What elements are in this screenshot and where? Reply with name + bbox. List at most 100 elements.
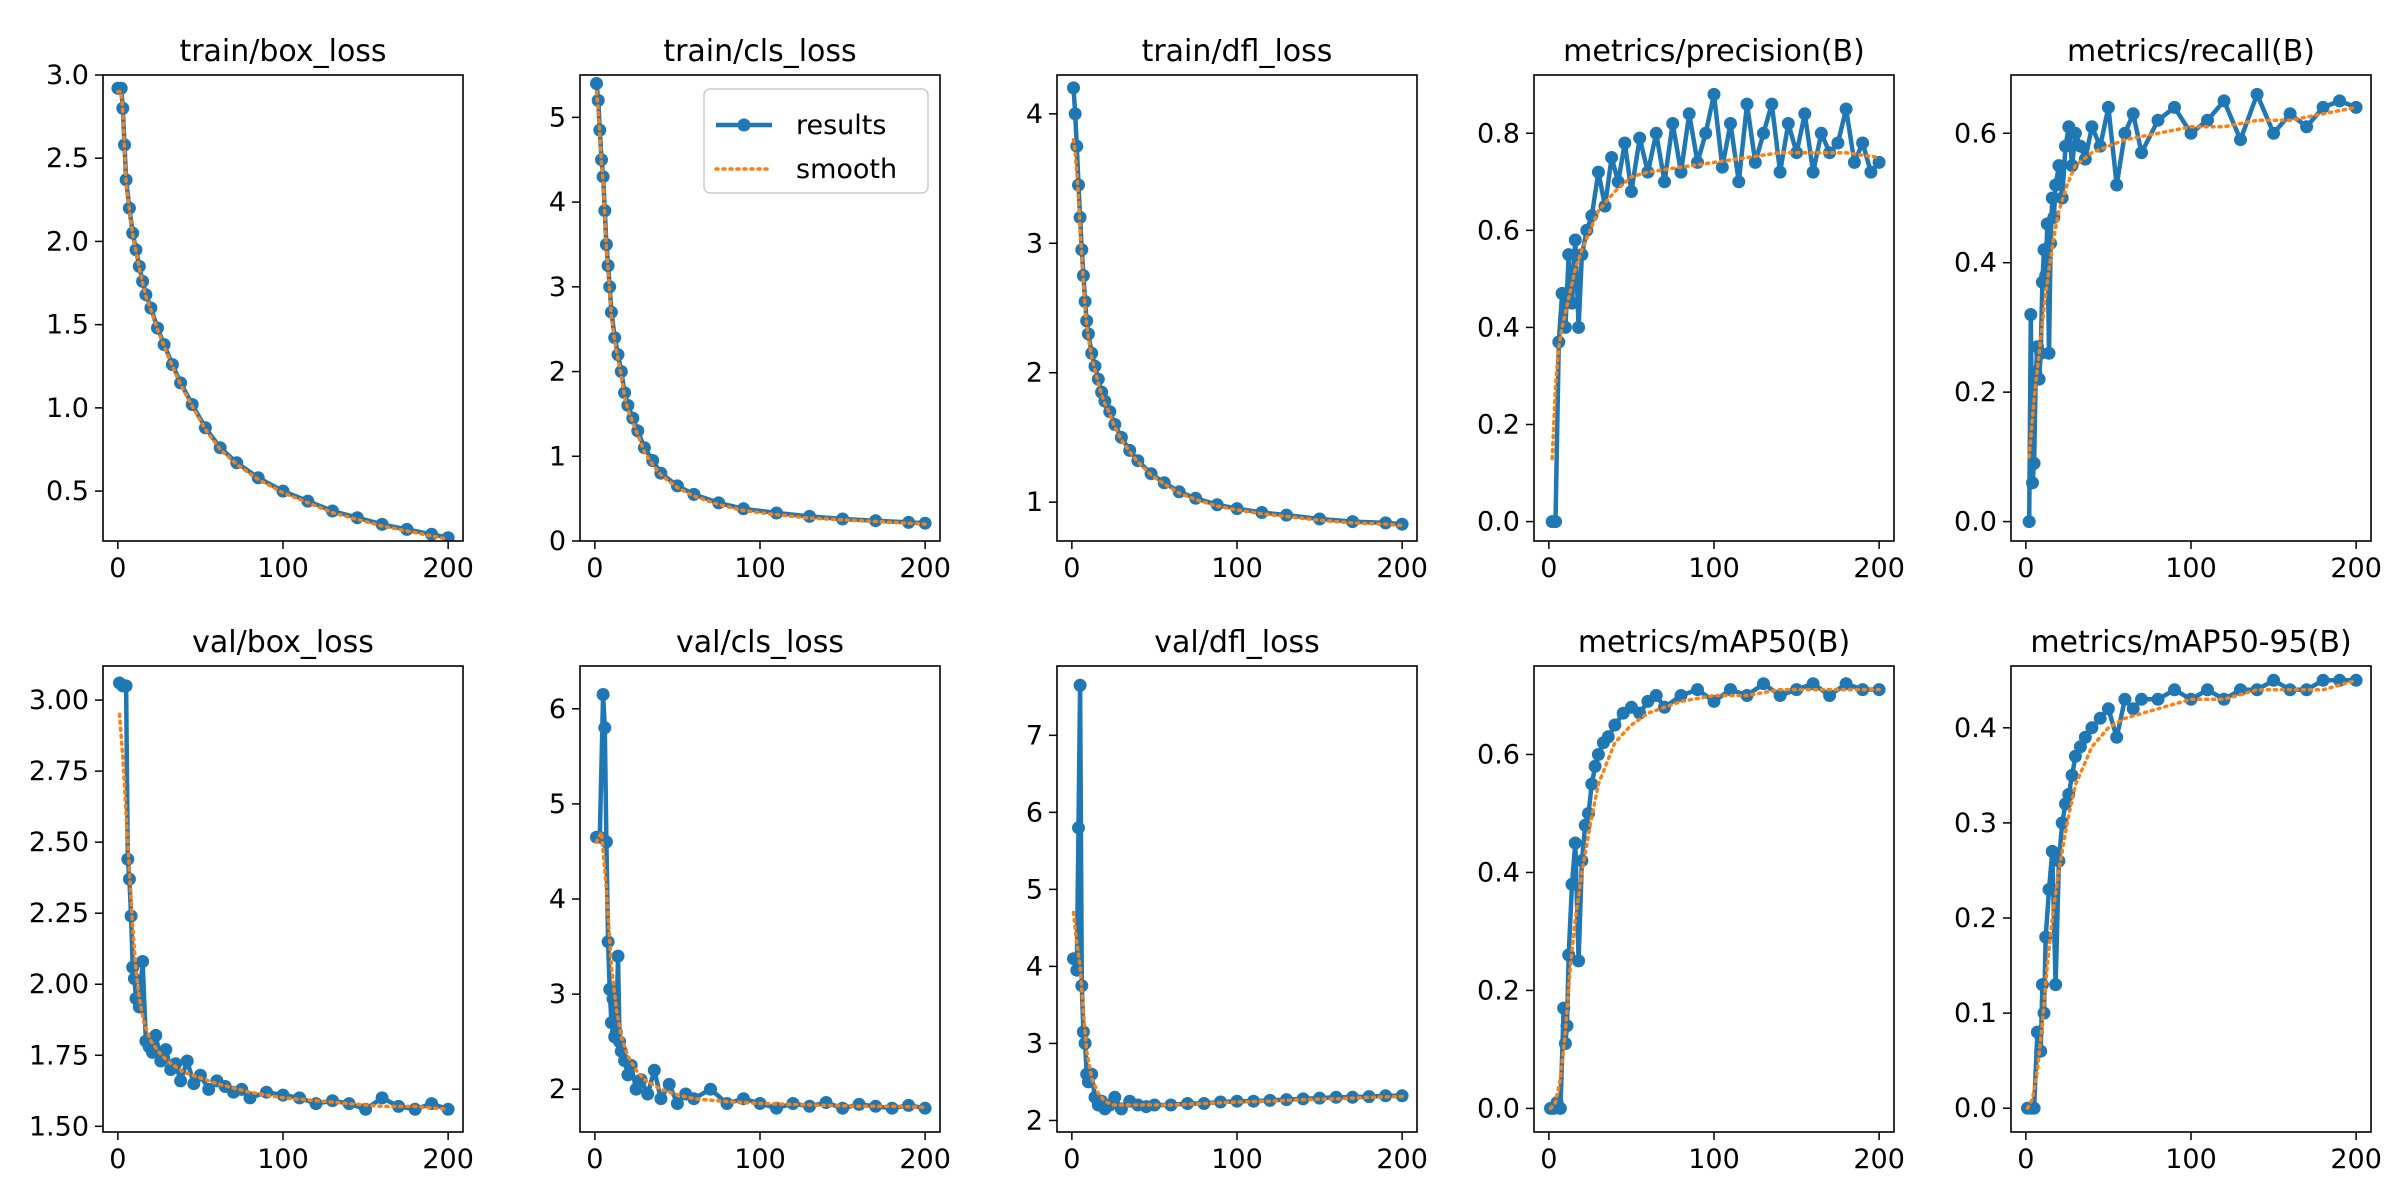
results-point <box>2042 883 2056 896</box>
results-point <box>611 348 625 362</box>
legend: results smooth <box>703 88 929 194</box>
panel-title: metrics/mAP50-95(B) <box>2030 625 2351 660</box>
results-point <box>1131 454 1145 468</box>
results-point <box>634 1073 648 1087</box>
results-point <box>193 1068 207 1082</box>
x-tick-label: 200 <box>422 553 474 584</box>
results-point <box>1748 155 1762 169</box>
series-results-line <box>596 692 926 1111</box>
results-point <box>2118 126 2132 140</box>
results-point <box>662 1077 676 1091</box>
results-point <box>1067 81 1080 95</box>
results-point <box>2201 683 2214 697</box>
results-point <box>1691 683 1704 697</box>
results-point <box>1831 136 1845 150</box>
x-tick-label: 100 <box>734 1144 786 1175</box>
results-point <box>2283 107 2297 121</box>
x-tick-label: 100 <box>2165 553 2217 584</box>
results-point <box>2059 139 2072 153</box>
x-tick-label: 100 <box>2165 1144 2217 1175</box>
y-tick-label: 6 <box>1026 797 1043 828</box>
panel-metrics-map50-95-b: metrics/mAP50-95(B) 0 100 200 0.0 0.1 0.2 0.3 0.… <box>1954 625 2382 1175</box>
results-point <box>1839 677 1853 691</box>
y-tick-label: 5 <box>549 102 566 133</box>
results-point <box>1072 178 1085 192</box>
series-smooth-line <box>116 89 450 541</box>
results-point <box>1362 1090 1376 1104</box>
results-point <box>1618 136 1632 150</box>
results-point <box>1781 117 1795 130</box>
results-point <box>342 1097 356 1111</box>
y-tick-label: 3.00 <box>29 685 89 716</box>
results-point <box>2030 1025 2044 1039</box>
results-point <box>2085 721 2099 735</box>
plot-area <box>1067 81 1409 531</box>
results-point <box>1553 1101 1567 1115</box>
y-tick-label: 2 <box>1026 358 1043 389</box>
results-point <box>1068 107 1082 121</box>
results-point <box>670 1097 684 1110</box>
results-point <box>1715 160 1729 174</box>
series-smooth-line <box>594 90 927 526</box>
panel-metrics-map50-b: metrics/mAP50(B) 0 100 200 0.0 0.2 0.4 0.6 <box>1477 625 1905 1175</box>
y-tick-label: 1 <box>549 441 566 472</box>
y-tick-label: 0.0 <box>1954 507 1997 538</box>
results-point <box>1649 126 1663 140</box>
results-point <box>202 1082 216 1096</box>
x-tick-label: 100 <box>734 553 786 584</box>
x-tick-label: 100 <box>1688 553 1740 584</box>
results-point <box>1658 175 1671 189</box>
x-tick-label: 200 <box>2330 553 2382 584</box>
results-point <box>2110 730 2124 744</box>
panel-train-dfl-loss: train/dfl_loss 0 100 200 1 2 3 4 <box>1026 34 1428 584</box>
results-point <box>641 1087 655 1101</box>
y-tick-label: 0.8 <box>1477 118 1520 149</box>
plot-area <box>1545 87 1886 529</box>
results-point <box>2110 178 2124 192</box>
y-tick-label: 3 <box>549 979 566 1010</box>
results-point <box>1181 1097 1194 1110</box>
x-tick-label: 0 <box>109 553 126 584</box>
x-tick-label: 0 <box>109 1144 126 1175</box>
y-tick-label: 1.75 <box>29 1040 89 1071</box>
results-point <box>2151 692 2165 706</box>
results-point <box>2267 126 2281 140</box>
results-point <box>2316 673 2330 687</box>
x-tick-label: 200 <box>1376 553 1428 584</box>
results-point <box>704 1082 717 1096</box>
results-point <box>1633 131 1647 145</box>
results-point <box>1740 97 1754 111</box>
results-point <box>1649 689 1663 702</box>
x-tick-label: 0 <box>1063 553 1080 584</box>
results-point <box>1549 515 1562 529</box>
y-tick-label: 0.4 <box>1477 312 1520 343</box>
y-tick-label: 0.0 <box>1954 1093 1997 1124</box>
y-tick-label: 2.25 <box>29 898 89 929</box>
results-point <box>2217 94 2231 108</box>
x-tick-label: 100 <box>1211 1144 1263 1175</box>
results-point <box>1598 199 1612 213</box>
series-smooth-line <box>1550 150 1881 461</box>
y-tick-label: 4 <box>549 884 566 915</box>
results-point <box>119 679 133 693</box>
axes-frame <box>1533 665 1895 1133</box>
y-tick-label: 3 <box>1026 228 1043 259</box>
results-point <box>260 1085 273 1099</box>
results-point <box>2267 673 2281 687</box>
x-tick-label: 0 <box>1540 553 1557 584</box>
y-tick-label: 2 <box>549 357 566 388</box>
results-point <box>2300 120 2314 134</box>
legend-results-label: results <box>796 110 886 141</box>
results-point <box>1073 678 1087 692</box>
results-point <box>375 1091 389 1105</box>
results-point <box>2316 100 2330 114</box>
y-tick-label: 1.0 <box>46 393 89 424</box>
y-tick-label: 2.75 <box>29 756 89 787</box>
results-point <box>1814 126 1828 140</box>
results-point <box>1568 233 1582 247</box>
results-point <box>2300 683 2314 697</box>
results-point <box>127 972 141 986</box>
axes-frame <box>2010 665 2372 1133</box>
results-point <box>1823 146 1837 160</box>
